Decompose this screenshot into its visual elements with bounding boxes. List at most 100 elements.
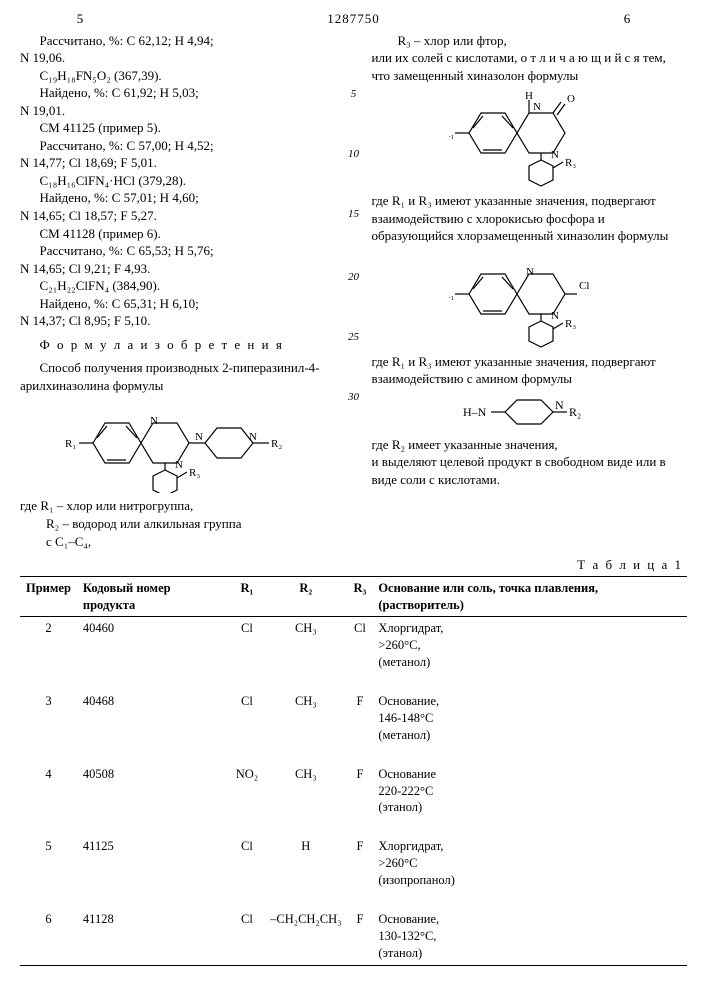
cell-r2: –CH₂CH₂CH₃ bbox=[264, 908, 347, 965]
cell-r2: H bbox=[264, 835, 347, 892]
where-clause: R₂ – водород или алкильная группа bbox=[20, 515, 336, 533]
label-r2: R₂ bbox=[271, 438, 282, 450]
formula-line: C₁₈H₁₆ClFN₄·HCl (379,28). bbox=[20, 172, 336, 190]
cell-r1: Cl bbox=[230, 908, 264, 965]
label-r1: R₁ bbox=[65, 438, 76, 450]
found-line: Найдено, %: С 57,01; Н 4,60; bbox=[20, 189, 336, 207]
label-n: N bbox=[195, 431, 203, 443]
cell-r2: CH₃ bbox=[264, 617, 347, 674]
table-row: 340468ClCH₃FОснование,146-148°С(метанол) bbox=[20, 690, 687, 747]
col-num-right: 6 bbox=[567, 10, 687, 28]
found-line: N 19,01. bbox=[20, 102, 336, 120]
cell-example: 2 bbox=[20, 617, 77, 674]
label-r3: R₃ bbox=[189, 467, 200, 479]
calc-line: N 14,65; Cl 9,21; F 4,93. bbox=[20, 260, 336, 278]
calc-line: N 19,06. bbox=[20, 49, 336, 67]
example-ref: СМ 41128 (пример 6). bbox=[20, 225, 336, 243]
col-header: R₂ bbox=[264, 576, 347, 617]
cell-code: 40508 bbox=[77, 763, 230, 820]
cell-r1: NO₂ bbox=[230, 763, 264, 820]
found-line: N 14,65; Cl 18,57; F 5,27. bbox=[20, 207, 336, 225]
table-row: 240460ClCH₃ClХлоргидрат,>260°С,(метанол) bbox=[20, 617, 687, 674]
cell-r1: Cl bbox=[230, 690, 264, 747]
cell-code: 41128 bbox=[77, 908, 230, 965]
cell-example: 3 bbox=[20, 690, 77, 747]
label-n: N bbox=[533, 101, 541, 113]
cell-r3: F bbox=[348, 690, 373, 747]
calc-line: Рассчитано, %: С 57,00; Н 4,52; bbox=[20, 137, 336, 155]
cell-example: 4 bbox=[20, 763, 77, 820]
formula-line: C₁₉H₁₈FN₅O₂ (367,39). bbox=[20, 67, 336, 85]
two-column-layout: Рассчитано, %: С 62,12; Н 4,94; N 19,06.… bbox=[20, 32, 687, 551]
table-row: 440508NO₂CH₃FОснование220-222°С(этанол) bbox=[20, 763, 687, 820]
col-num-left: 5 bbox=[20, 10, 140, 28]
svg-text:N: N bbox=[555, 398, 564, 412]
cell-note: Основание220-222°С(этанол) bbox=[372, 763, 687, 820]
line-mark: 25 bbox=[348, 330, 359, 345]
line-mark: 30 bbox=[348, 390, 359, 405]
left-column: Рассчитано, %: С 62,12; Н 4,94; N 19,06.… bbox=[20, 32, 336, 551]
cell-note: Основание,130-132°С,(этанол) bbox=[372, 908, 687, 965]
cell-r2: CH₃ bbox=[264, 690, 347, 747]
claim-text: или их солей с кислотами, о т л и ч а ю … bbox=[372, 49, 688, 84]
cell-r3: F bbox=[348, 835, 373, 892]
where-clause: где R₂ имеет указанные значения, bbox=[372, 436, 688, 454]
cell-note: Хлоргидрат,>260°С(изопропанол) bbox=[372, 835, 687, 892]
label-r1: R₁ bbox=[449, 289, 454, 301]
line-mark: 5 bbox=[351, 87, 357, 102]
claims-heading: Ф о р м у л а и з о б р е т е н и я bbox=[20, 336, 336, 354]
label-r2: R₂ bbox=[569, 405, 581, 419]
cell-r3: F bbox=[348, 908, 373, 965]
cell-note: Основание,146-148°С(метанол) bbox=[372, 690, 687, 747]
label-n: N bbox=[249, 431, 257, 443]
label-r1: R₁ bbox=[449, 128, 454, 140]
label-n: N bbox=[150, 415, 158, 427]
where-clause: с C₁–C₄, bbox=[20, 533, 336, 551]
method-paragraph: Способ получения производных 2-пиперазин… bbox=[20, 359, 336, 394]
where-clause: где R₁ – хлор или нитрогруппа, bbox=[20, 497, 336, 515]
label-cl: Cl bbox=[579, 280, 589, 292]
calc-line: Рассчитано, %: С 62,12; Н 4,94; bbox=[20, 32, 336, 50]
label-n: N bbox=[175, 459, 183, 471]
structure-diagram-quinazolone: R₁ H N O N R₃ bbox=[449, 88, 609, 188]
claim-text: и выделяют целевой продукт в свободном в… bbox=[372, 453, 688, 488]
structure-diagram-amine: H–N N R₂ bbox=[459, 392, 599, 432]
table-row: 641128Cl–CH₂CH₂CH₃FОснование,130-132°С,(… bbox=[20, 908, 687, 965]
col-header: Кодовый номер продукта bbox=[77, 576, 230, 617]
line-mark: 20 bbox=[348, 270, 359, 285]
cell-r3: Cl bbox=[348, 617, 373, 674]
claim-text: где R₁ и R₃ имеют указанные значения, по… bbox=[372, 192, 688, 245]
cell-code: 40468 bbox=[77, 690, 230, 747]
where-clause: R₃ – хлор или фтор, bbox=[372, 32, 688, 50]
example-ref: СМ 41125 (пример 5). bbox=[20, 119, 336, 137]
col-header: Основание или соль, точка плавления, (ра… bbox=[372, 576, 687, 617]
table-caption: Т а б л и ц а 1 bbox=[20, 556, 683, 574]
page-header: 5 1287750 6 bbox=[20, 10, 687, 28]
svg-text:H–N: H–N bbox=[463, 405, 487, 419]
cell-r1: Cl bbox=[230, 617, 264, 674]
cell-note: Хлоргидрат,>260°С,(метанол) bbox=[372, 617, 687, 674]
line-mark: 15 bbox=[348, 207, 359, 222]
calc-line: N 14,77; Cl 18,69; F 5,01. bbox=[20, 154, 336, 172]
found-line: Найдено, %: С 61,92; Н 5,03; bbox=[20, 84, 336, 102]
col-header: R₃ bbox=[348, 576, 373, 617]
structure-diagram-main: R₁ N N N N R₂ R₃ bbox=[63, 398, 293, 493]
label-n: N bbox=[551, 310, 559, 322]
structure-diagram-chloroquinazoline: R₁ N N Cl R₃ bbox=[449, 249, 609, 349]
cell-code: 40460 bbox=[77, 617, 230, 674]
label-r3: R₃ bbox=[565, 157, 576, 169]
cell-r3: F bbox=[348, 763, 373, 820]
claim-text: где R₁ и R₃ имеют указанные значения, по… bbox=[372, 353, 688, 388]
label-r3: R₃ bbox=[565, 318, 576, 330]
examples-table: Пример Кодовый номер продукта R₁ R₂ R₃ О… bbox=[20, 576, 687, 966]
cell-code: 41125 bbox=[77, 835, 230, 892]
label-n: N bbox=[551, 149, 559, 161]
cell-example: 6 bbox=[20, 908, 77, 965]
label-h: H bbox=[525, 90, 533, 102]
patent-number: 1287750 bbox=[140, 10, 567, 28]
cell-r2: CH₃ bbox=[264, 763, 347, 820]
found-line: Найдено, %: С 65,31; Н 6,10; bbox=[20, 295, 336, 313]
right-column: R₃ – хлор или фтор, или их солей с кисло… bbox=[372, 32, 688, 551]
cell-example: 5 bbox=[20, 835, 77, 892]
formula-line: C₂₁H₂₂ClFN₄ (384,90). bbox=[20, 277, 336, 295]
